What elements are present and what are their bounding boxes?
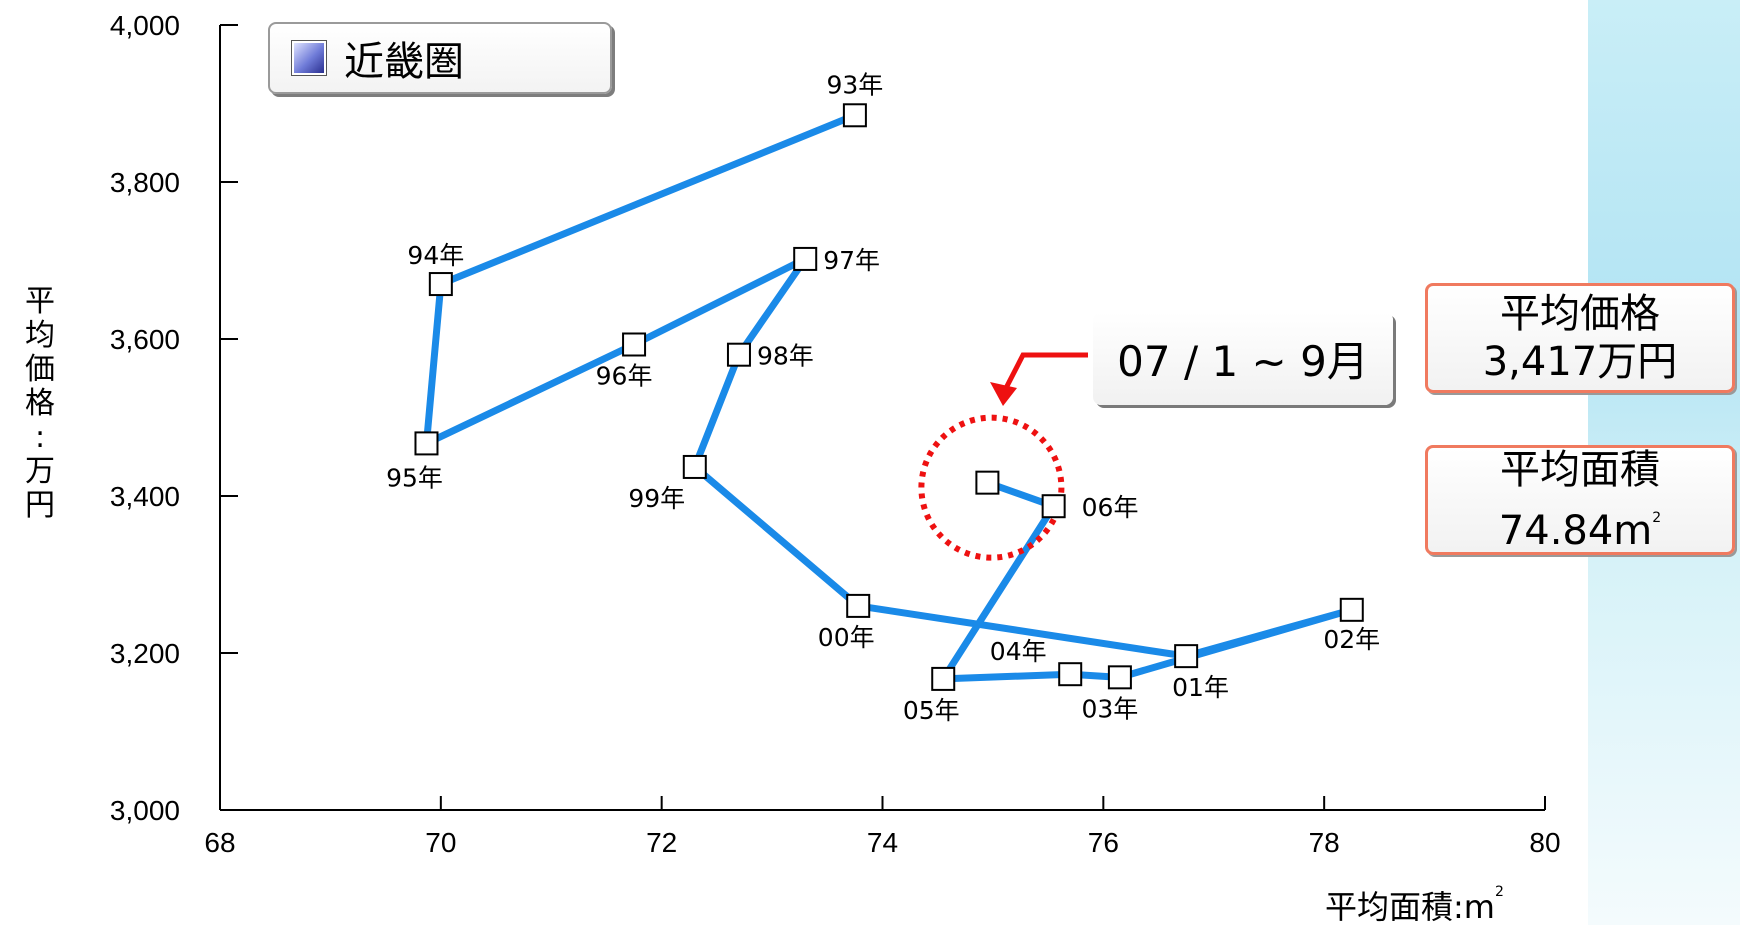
- y-tick-label: 3,600: [110, 324, 180, 355]
- y-axis-label-char: 平: [25, 284, 55, 319]
- data-point-label: 05年: [903, 696, 960, 725]
- legend: 近畿圏: [268, 22, 612, 94]
- x-tick-label: 78: [1309, 827, 1340, 858]
- data-point-label: 00年: [818, 623, 875, 652]
- data-point-label: 94年: [407, 241, 464, 270]
- x-axis-label-sup: 2: [1494, 884, 1504, 900]
- x-axis-label: 平均面積:m2: [1325, 882, 1504, 928]
- y-axis-label-char: 格: [25, 386, 55, 421]
- x-tick-label: 72: [646, 827, 677, 858]
- callout-arrow-line: [1002, 352, 1088, 392]
- data-point-label: 04年: [990, 637, 1047, 666]
- data-point-marker: [1339, 597, 1364, 622]
- data-point-label: 93年: [826, 70, 883, 99]
- x-tick-label: 80: [1529, 827, 1560, 858]
- data-point-label: 99年: [628, 484, 685, 513]
- data-point-label: 01年: [1172, 673, 1229, 702]
- period-callout: 07 / 1 ~ 9月: [1093, 312, 1393, 405]
- y-tick-label: 4,000: [110, 10, 180, 41]
- data-point-marker: [975, 470, 1000, 495]
- legend-swatch: [291, 40, 327, 76]
- data-point-marker: [846, 593, 871, 618]
- x-tick-label: 68: [204, 827, 235, 858]
- data-point-label: 96年: [596, 361, 653, 390]
- y-tick-label: 3,000: [110, 795, 180, 826]
- data-point-marker: [682, 454, 707, 479]
- y-axis-label-char: 均: [25, 318, 55, 353]
- markers: [414, 103, 1364, 691]
- data-point-marker: [1174, 644, 1199, 669]
- y-axis-label-char: 万: [25, 454, 55, 489]
- callout-arrow-head: [990, 382, 1017, 406]
- axes: 3,000 3,200 3,400 3,600 3,800 4,000 68 70 72 74 76…: [110, 10, 1561, 858]
- data-point-marker: [1107, 665, 1132, 690]
- data-point-label: 06年: [1082, 493, 1139, 522]
- stat-area-value: 74.84m2: [1499, 494, 1661, 555]
- data-point-label: 97年: [823, 246, 880, 275]
- y-tick-label: 3,200: [110, 638, 180, 669]
- data-point-label: 03年: [1081, 694, 1138, 723]
- stat-box-price: 平均価格 3,417万円: [1425, 283, 1735, 393]
- year-labels: 93年 94年 95年 96年 97年 98年 99年 00年 01年 02年 03年 04年 05年 0…: [386, 70, 1380, 725]
- y-axis-label-char: 価: [25, 352, 55, 387]
- data-point-marker: [793, 246, 818, 271]
- y-axis-label-char: 円: [25, 488, 55, 523]
- period-callout-text: 07 / 1 ~ 9月: [1117, 337, 1369, 386]
- stat-price-value: 3,417万円: [1482, 339, 1678, 385]
- data-point-marker: [428, 272, 453, 297]
- data-point-marker: [931, 666, 956, 691]
- x-tick-label: 76: [1088, 827, 1119, 858]
- data-point-label: 02年: [1323, 625, 1380, 654]
- y-axis-label: 平均価格:万円: [20, 285, 60, 523]
- data-point-label: 98年: [757, 342, 814, 371]
- stat-price-title: 平均価格: [1500, 291, 1660, 337]
- data-point-marker: [1058, 662, 1083, 687]
- data-point-marker: [726, 342, 751, 367]
- y-tick-label: 3,400: [110, 481, 180, 512]
- x-axis-label-text: 平均面積:m: [1325, 888, 1495, 926]
- x-tick-label: 74: [867, 827, 898, 858]
- data-point-marker: [1041, 494, 1066, 519]
- legend-label: 近畿圏: [344, 39, 464, 85]
- x-tick-label: 70: [425, 827, 456, 858]
- data-point-marker: [622, 332, 647, 357]
- stat-area-title: 平均面積: [1500, 446, 1660, 493]
- stat-box-area: 平均面積 74.84m2: [1425, 445, 1735, 555]
- highlight-group: [918, 352, 1088, 561]
- data-point-marker: [414, 431, 439, 456]
- y-tick-label: 3,800: [110, 167, 180, 198]
- stat-area-number: 74.84m: [1498, 507, 1653, 554]
- y-axis-label-char: :: [34, 420, 46, 455]
- stat-area-sup: 2: [1652, 509, 1662, 526]
- data-point-marker: [842, 103, 867, 128]
- data-point-label: 95年: [386, 463, 443, 492]
